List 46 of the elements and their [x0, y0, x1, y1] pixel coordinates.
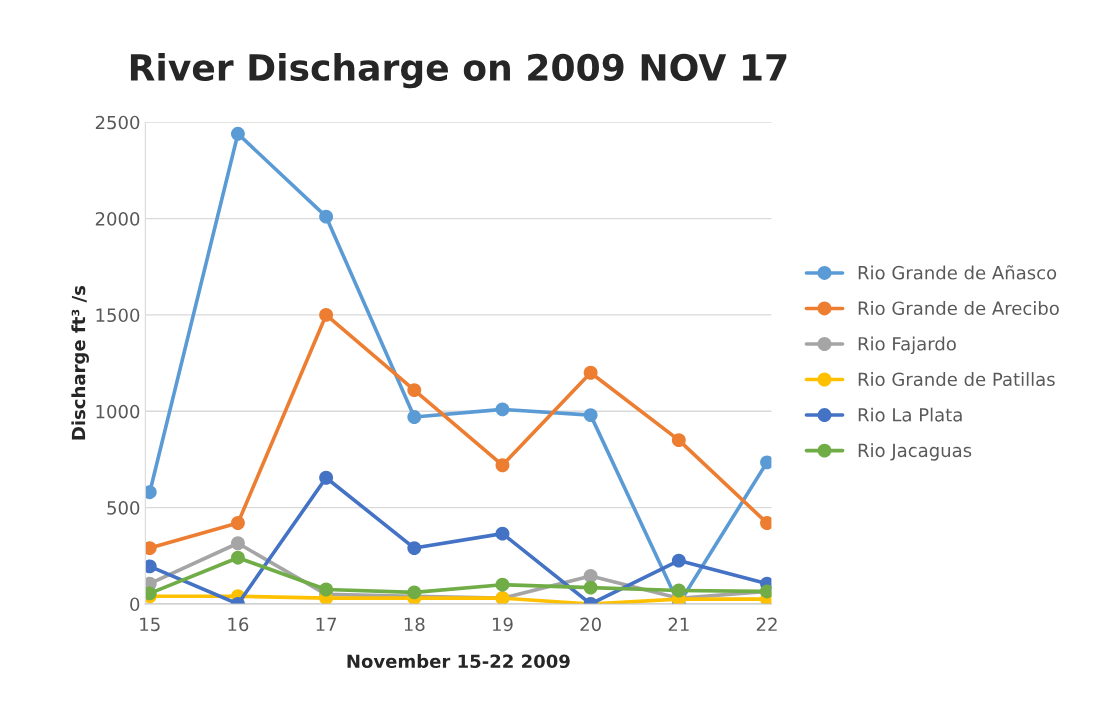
- y-tick-label: 2500: [95, 115, 140, 130]
- point: [407, 585, 422, 600]
- point: [671, 583, 686, 598]
- legend-label: Rio Grande de Patillas: [858, 372, 1055, 387]
- y-tick-label: 1000: [96, 404, 140, 419]
- point: [319, 582, 334, 597]
- legend-label: Rio Grande de Arecibo: [858, 301, 1059, 316]
- x-tick-label: 21: [668, 617, 689, 631]
- point: [583, 569, 598, 583]
- y-axis-title: Discharge ft³ /s: [71, 285, 89, 440]
- point: [495, 526, 510, 541]
- point: [407, 383, 422, 398]
- legend-label: Rio Fajardo: [858, 336, 956, 355]
- y-tick-label: 500: [107, 501, 140, 515]
- x-tick-label: 20: [580, 617, 601, 632]
- chart-title: River Discharge on 2009 NOV 17: [130, 53, 787, 89]
- point: [319, 307, 334, 322]
- x-tick-label: 18: [404, 617, 425, 632]
- point: [407, 410, 422, 424]
- point: [671, 553, 686, 568]
- point: [230, 550, 245, 565]
- point: [319, 209, 334, 224]
- point: [230, 516, 245, 530]
- point: [583, 580, 598, 595]
- point: [495, 458, 510, 473]
- x-tick-label: 17: [316, 617, 337, 631]
- point: [671, 433, 686, 448]
- point: [230, 126, 245, 141]
- x-tick-label: 19: [492, 617, 513, 632]
- point: [407, 541, 422, 556]
- y-tick-label: 0: [130, 597, 140, 612]
- y-tick-label: 2000: [95, 212, 140, 226]
- x-axis-title: November 15-22 2009: [347, 654, 570, 669]
- x-tick-label: 22: [756, 617, 777, 631]
- point: [495, 577, 510, 592]
- point: [583, 365, 598, 380]
- legend-label: Rio Jacaguas: [858, 443, 972, 461]
- x-tick-label: 16: [228, 617, 249, 632]
- point: [319, 470, 334, 485]
- legend-label: Rio Grande de Añasco: [858, 265, 1057, 280]
- point: [230, 536, 245, 551]
- point: [583, 408, 598, 423]
- legend-label: Rio La Plata: [858, 407, 962, 422]
- y-tick-label: 1500: [96, 308, 140, 323]
- point: [495, 402, 510, 417]
- x-tick-label: 15: [140, 617, 160, 632]
